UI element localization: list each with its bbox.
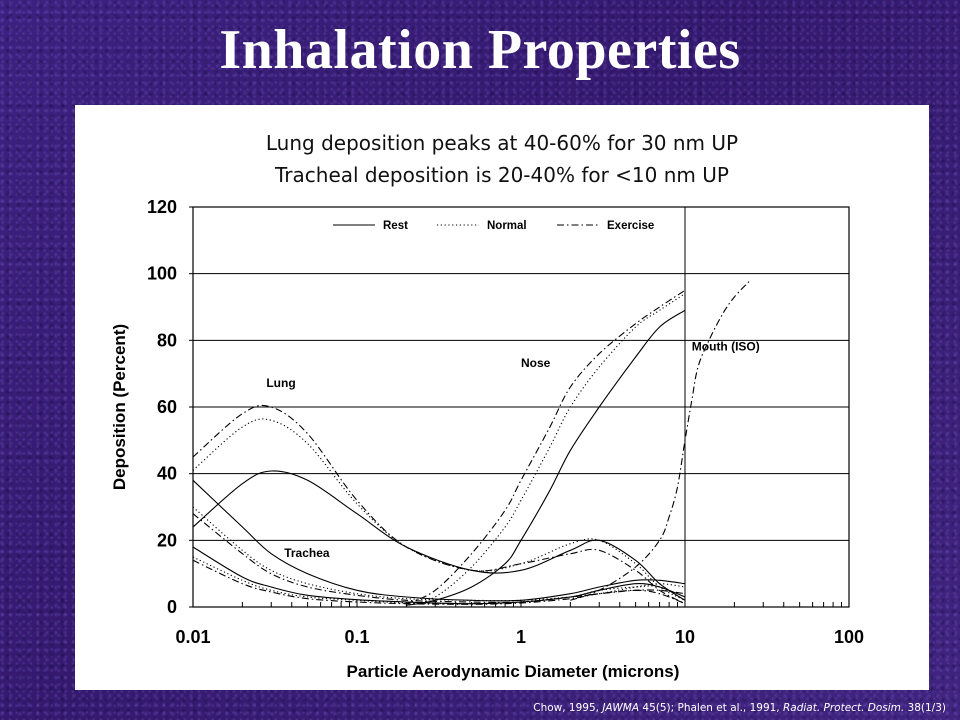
annotation-label: Nose xyxy=(521,356,551,370)
series-line-trachea-normal xyxy=(192,506,686,602)
series-line-nose-rest xyxy=(406,309,686,606)
citation-part-2: 45(5); Phalen et al., 1991, xyxy=(639,702,783,714)
citation-journal-1: JAWMA xyxy=(602,702,640,714)
annotation-label: Mouth (ISO) xyxy=(692,339,760,353)
series-line-lung-normal xyxy=(192,418,686,601)
y-tick-label: 0 xyxy=(167,597,177,617)
legend-label: Rest xyxy=(383,220,408,232)
series-line-nose-normal xyxy=(406,293,686,606)
series-line-lung-exercise xyxy=(192,404,686,605)
annotation-label: Lung xyxy=(266,376,295,390)
y-tick-label: 120 xyxy=(147,197,177,217)
chart-subtitle-line-2: Tracheal deposition is 20-40% for <10 nm… xyxy=(275,163,729,187)
x-tick-label: 1 xyxy=(516,627,526,647)
series-line-trachea-lower-exercise xyxy=(192,559,686,605)
y-tick-label: 100 xyxy=(147,264,177,284)
chart-panel: Lung deposition peaks at 40-60% for 30 n… xyxy=(75,105,929,690)
series-line-mouth-iso-exercise xyxy=(570,279,751,601)
x-tick-label: 0.01 xyxy=(175,627,210,647)
y-axis-label: Deposition (Percent) xyxy=(110,324,129,490)
y-tick-label: 60 xyxy=(157,397,177,417)
series-line-trachea-lower-normal xyxy=(192,556,686,605)
deposition-chart: 0.01 0.1 1 10 100 0 20 40 60 80 100 120 Particle Aer… xyxy=(110,197,864,681)
x-axis-label: Particle Aerodynamic Diameter (microns) xyxy=(347,662,680,681)
x-tick-label: 100 xyxy=(834,627,864,647)
legend-label: Exercise xyxy=(607,220,654,232)
x-tick-label: 0.1 xyxy=(344,627,369,647)
citation-part-1: Chow, 1995, xyxy=(533,702,603,714)
series-line-lung-rest xyxy=(192,470,686,601)
legend-label: Normal xyxy=(487,220,527,232)
series-line-trachea-lower-rest xyxy=(192,546,686,605)
chart-subtitle-line-1: Lung deposition peaks at 40-60% for 30 n… xyxy=(265,131,739,155)
x-tick-label: 10 xyxy=(675,627,695,647)
citation: Chow, 1995, JAWMA 45(5); Phalen et al., … xyxy=(533,702,946,714)
y-tick-label: 20 xyxy=(157,530,177,550)
y-tick-label: 80 xyxy=(157,330,177,350)
citation-journal-2: Radiat. Protect. Dosim. xyxy=(782,702,905,714)
series-line-nose-exercise xyxy=(406,289,686,605)
citation-part-3: 38(1/3) xyxy=(904,702,946,714)
slide-title: Inhalation Properties xyxy=(219,19,741,81)
annotation-label: Trachea xyxy=(284,546,330,560)
y-tick-label: 40 xyxy=(157,464,177,484)
